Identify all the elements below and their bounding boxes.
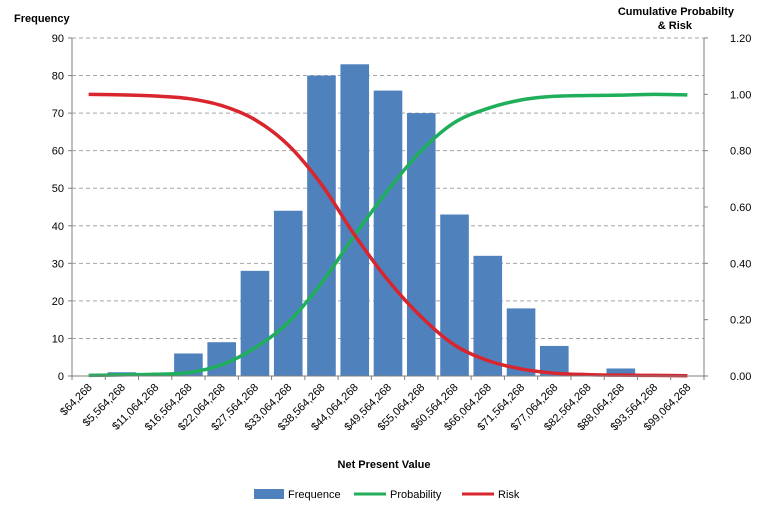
left-tick-label: 50 [52, 183, 64, 195]
risk-line [88, 92, 688, 378]
left-tick-label: 10 [52, 333, 64, 345]
right-tick-label: 0.00 [730, 371, 751, 383]
frequency-bars [107, 64, 636, 377]
legend: Frequence Probability Risk [254, 489, 520, 501]
left-tick-label: 30 [52, 258, 64, 270]
left-tick-label: 80 [52, 71, 64, 83]
bar [240, 270, 270, 376]
left-tick-label: 90 [52, 33, 64, 45]
right-axis-ticks: 0.00 0.20 0.40 0.60 0.80 1.00 1.20 [704, 33, 751, 383]
right-tick-label: 0.40 [730, 258, 751, 270]
probability-line [88, 92, 688, 378]
right-tick-label: 0.20 [730, 315, 751, 327]
left-tick-label: 20 [52, 296, 64, 308]
left-tick-label: 60 [52, 146, 64, 158]
left-axis-title: Frequency [14, 13, 71, 25]
bar [273, 210, 303, 376]
x-axis-title: Net Present Value [338, 459, 431, 471]
legend-label-risk: Risk [498, 489, 520, 501]
right-tick-label: 1.00 [730, 89, 751, 101]
right-tick-label: 0.60 [730, 202, 751, 214]
bar [373, 90, 403, 377]
bar [307, 75, 336, 377]
bar [406, 113, 436, 376]
left-tick-label: 0 [58, 371, 64, 383]
x-axis-ticks: $64,268$5,564,268$11,064,268$16,564,268$… [58, 376, 705, 433]
bar [606, 368, 636, 376]
right-axis-title-line-1: Cumulative Probabilty [618, 6, 735, 18]
right-tick-label: 1.20 [730, 33, 751, 45]
cumulative-lines [88, 92, 688, 378]
bar [506, 308, 536, 376]
right-tick-label: 0.80 [730, 146, 751, 158]
right-axis-title-line-2: & Risk [658, 20, 693, 32]
left-tick-label: 70 [52, 108, 64, 120]
left-axis-ticks: 0 10 20 30 40 50 60 70 80 90 [52, 33, 72, 383]
legend-swatch-frequence [254, 489, 284, 499]
legend-label-probability: Probability [390, 489, 442, 501]
legend-label-frequence: Frequence [288, 489, 341, 501]
left-tick-label: 40 [52, 221, 64, 233]
